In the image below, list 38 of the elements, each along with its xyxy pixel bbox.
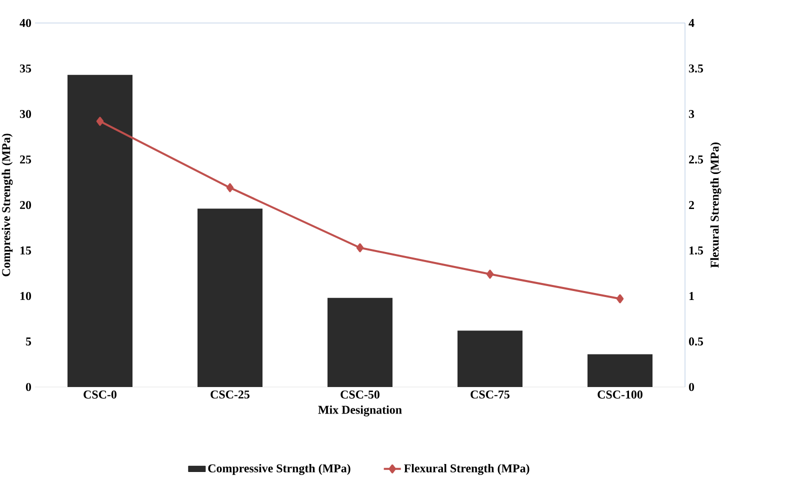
- y-axis-title: Compresive Strength (MPa): [2, 134, 13, 276]
- y-tick-label: 10: [20, 292, 32, 300]
- x-tick-label: CSC-25: [210, 390, 250, 399]
- y2-tick-label: 2: [689, 201, 694, 209]
- point: [356, 243, 364, 252]
- y-tick-label: 20: [20, 200, 32, 210]
- point: [486, 270, 494, 279]
- y2-tick-label: 4: [688, 19, 694, 27]
- legend-label: Compressive Strngth (MPa): [208, 464, 350, 475]
- x-tick-label: CSC-0: [84, 390, 116, 399]
- y2-axis-title: Flexural Strength (MPa): [710, 142, 722, 268]
- y2-tick-label: 2.5: [689, 155, 704, 164]
- y2-tick-label: 1: [689, 292, 694, 300]
- y-tick-label: 15: [20, 246, 32, 254]
- y-tick-label: 25: [20, 155, 32, 164]
- bar: [588, 354, 653, 387]
- x-tick-label: CSC-75: [470, 390, 510, 399]
- y-tick-label: 5: [26, 338, 32, 346]
- y-tick-label: 40: [20, 18, 32, 28]
- y2-tick-label: 3: [688, 110, 694, 118]
- bar: [198, 208, 263, 387]
- y2-tick-label: 0: [688, 382, 694, 392]
- legend-label: Flexural Strength (MPa): [404, 464, 530, 475]
- point: [616, 294, 624, 304]
- x-axis-title: Mix Designation: [318, 405, 402, 416]
- x-tick-label: CSC-50: [340, 390, 380, 399]
- point: [96, 116, 104, 126]
- y-tick-label: 0: [26, 382, 32, 392]
- y2-tick-label: 3.5: [688, 64, 704, 73]
- point: [226, 183, 234, 192]
- bar: [458, 330, 523, 387]
- y-tick-label: 30: [20, 110, 32, 118]
- x-tick-label: CSC-100: [598, 390, 642, 399]
- y-tick-label: 35: [20, 64, 32, 73]
- y2-tick-label: 1.5: [689, 246, 704, 255]
- bar: [68, 74, 132, 387]
- bar: [328, 298, 393, 387]
- y2-tick-label: 0.5: [688, 337, 704, 346]
